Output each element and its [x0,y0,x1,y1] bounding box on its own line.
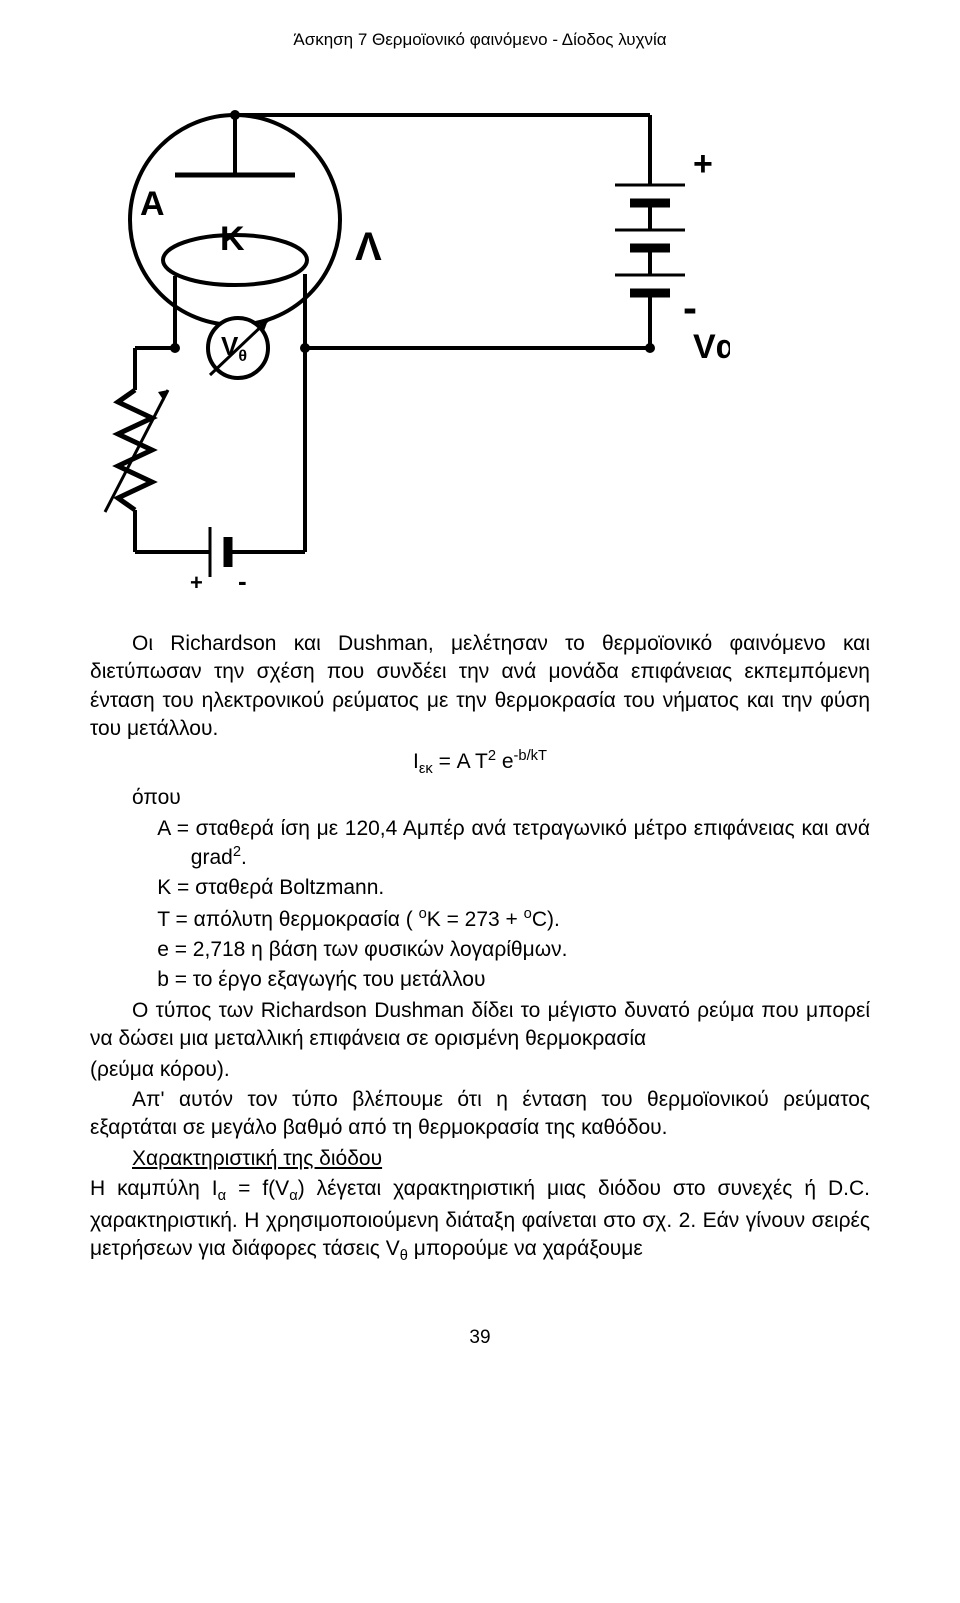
paragraph-4: Η καμπύλη Iα = f(Vα) λέγεται χαρακτηριστ… [90,1175,870,1267]
body-text: Οι Richardson και Dushman, μελέτησαν το … [90,630,870,1267]
heading-characteristic: Χαρακτηριστική της διόδου [90,1145,870,1173]
paragraph-1: Οι Richardson και Dushman, μελέτησαν το … [90,630,870,743]
label-heater-plus: + [190,570,203,590]
def-K: K = σταθερά Boltzmann. [191,874,870,902]
paragraph-2: Ο τύπος των Richardson Dushman δίδει το … [90,997,870,1054]
label-va: Vα [693,328,730,366]
label-minus-bot: - [683,284,697,331]
paragraph-3: Απ' αυτόν τον τύπο βλέπουμε ότι η ένταση… [90,1086,870,1143]
label-lambda: Λ [355,225,382,269]
opou: όπου [90,784,870,812]
page-header: Άσκηση 7 Θερμοϊονικό φαινόμενο - Δίοδος … [90,30,870,50]
def-T: T = απόλυτη θερμοκρασία ( oK = 273 + oC)… [191,905,870,934]
circuit-diagram: + - Vα Α Κ Λ Vθ [90,90,730,590]
label-anode: Α [140,185,165,223]
def-e: e = 2,718 η βάση των φυσικών λογαρίθμων. [191,936,870,964]
def-A: A = σταθερά ίση με 120,4 Αμπέρ ανά τετρα… [191,815,870,873]
def-b: b = το έργο εξαγωγής του μετάλλου [191,966,870,994]
label-heater-minus: - [238,566,247,590]
page-number: 39 [90,1327,870,1349]
label-plus-top: + [693,145,713,183]
label-cathode-k: Κ [220,220,245,258]
definition-list: A = σταθερά ίση με 120,4 Αμπέρ ανά τετρα… [157,815,870,995]
formula-richardson: Ιεκ = A T2 e-b/kT [90,747,870,780]
paragraph-2b: (ρεύμα κόρου). [90,1056,870,1084]
circuit-diagram-container: + - Vα Α Κ Λ Vθ [90,90,870,590]
